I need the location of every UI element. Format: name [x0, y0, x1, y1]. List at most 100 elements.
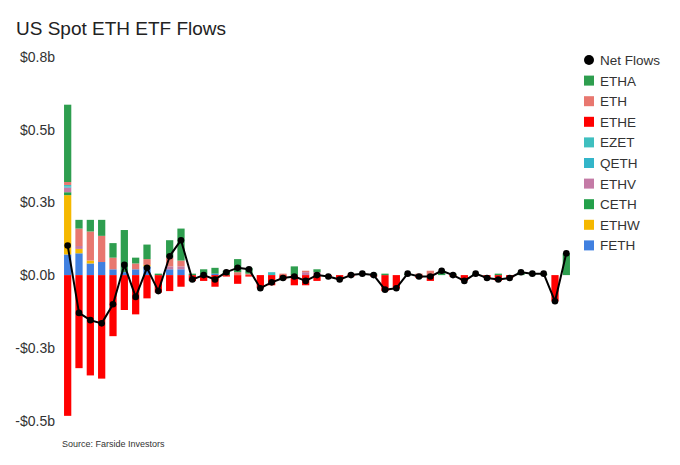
plot-area: [64, 105, 570, 416]
net-flow-marker: [348, 272, 355, 279]
net-flow-marker: [484, 275, 491, 282]
net-flow-marker: [110, 301, 117, 308]
bar: [87, 231, 94, 260]
legend-label: ETHA: [600, 74, 636, 89]
bar: [268, 272, 275, 275]
bar: [75, 229, 82, 246]
y-tick-label: -$0.5b: [15, 413, 55, 429]
net-flow-marker: [393, 285, 400, 292]
bar: [313, 269, 320, 272]
bar: [64, 192, 71, 195]
bar: [87, 220, 94, 232]
bar: [64, 188, 71, 193]
bar: [109, 258, 116, 270]
bar: [132, 269, 139, 275]
bar: [75, 253, 82, 275]
net-flow-marker: [416, 273, 423, 280]
legend-swatch: [584, 117, 594, 127]
legend-label: QETH: [600, 156, 638, 171]
net-flow-marker: [87, 317, 94, 324]
bar: [177, 269, 184, 275]
bar: [64, 195, 71, 254]
net-flow-marker: [495, 276, 502, 283]
net-flow-marker: [450, 272, 457, 279]
net-flow-marker: [518, 269, 525, 276]
bar: [109, 275, 116, 336]
bar: [143, 275, 150, 298]
net-flow-marker: [291, 273, 298, 280]
bar: [177, 275, 184, 287]
net-flow-marker: [121, 262, 128, 269]
net-flow-line: [68, 240, 567, 323]
bar: [495, 274, 502, 275]
bar: [143, 245, 150, 260]
legend-label: Net Flows: [600, 53, 660, 68]
net-flow-marker: [472, 270, 479, 277]
bar: [64, 182, 71, 185]
bar: [75, 275, 82, 368]
net-flow-marker: [64, 242, 71, 249]
bar: [121, 230, 128, 272]
bar: [75, 220, 82, 229]
legend-swatch: [584, 96, 594, 106]
net-flow-marker: [155, 288, 162, 295]
bar: [302, 272, 309, 275]
bar: [155, 274, 162, 275]
legend-label: EZET: [600, 135, 635, 150]
bar: [109, 243, 116, 258]
y-tick-label: $0.3b: [20, 194, 55, 210]
net-flow-marker: [246, 266, 253, 273]
bar: [211, 274, 218, 275]
net-flow-marker: [144, 265, 151, 272]
bar: [268, 275, 275, 285]
net-flow-marker: [166, 253, 173, 260]
legend-swatch: [584, 158, 594, 168]
source-note: Source: Farside Investors: [62, 439, 165, 449]
bar: [234, 275, 241, 284]
y-tick-label: $0.8b: [20, 49, 55, 65]
legend-label: ETH: [600, 94, 627, 109]
bar: [177, 266, 184, 269]
legend-label: ETHV: [600, 177, 636, 192]
bar: [87, 261, 94, 264]
y-tick-label: $0.5b: [20, 122, 55, 138]
net-flow-marker: [404, 270, 411, 277]
bar: [98, 275, 105, 379]
net-flow-marker: [325, 273, 332, 280]
bar: [98, 220, 105, 236]
legend-label: FETH: [600, 238, 635, 253]
bar: [166, 269, 173, 275]
net-flow-marker: [506, 275, 513, 282]
title: US Spot ETH ETF Flows: [16, 18, 226, 39]
bar: [177, 261, 184, 267]
bar: [302, 275, 309, 285]
net-flow-marker: [212, 276, 219, 283]
net-flow-marker: [359, 270, 366, 277]
bar: [98, 262, 105, 275]
net-flow-marker: [461, 278, 468, 285]
net-flow-marker: [529, 270, 536, 277]
bar: [234, 259, 241, 272]
chart: US Spot ETH ETF Flows Source: Farside Inv…: [0, 0, 680, 465]
net-flow-marker: [223, 269, 230, 276]
legend-swatch: [584, 137, 594, 147]
legend-swatch: [584, 220, 594, 230]
bar: [143, 259, 150, 265]
net-flow-marker: [132, 294, 139, 301]
bar: [132, 263, 139, 269]
bar: [64, 185, 71, 187]
net-flow-marker: [370, 272, 377, 279]
bar: [166, 275, 173, 291]
bar: [121, 275, 128, 310]
net-flow-marker: [336, 276, 343, 283]
legend-marker: [584, 55, 594, 65]
net-flow-marker: [563, 250, 570, 257]
net-flow-marker: [302, 278, 309, 285]
bar: [75, 246, 82, 249]
net-flow-marker: [280, 275, 287, 282]
legend-label: CETH: [600, 197, 637, 212]
net-flow-marker: [438, 267, 445, 274]
net-flow-marker: [76, 310, 83, 317]
net-flow-marker: [234, 265, 241, 272]
net-flow-marker: [552, 298, 559, 305]
